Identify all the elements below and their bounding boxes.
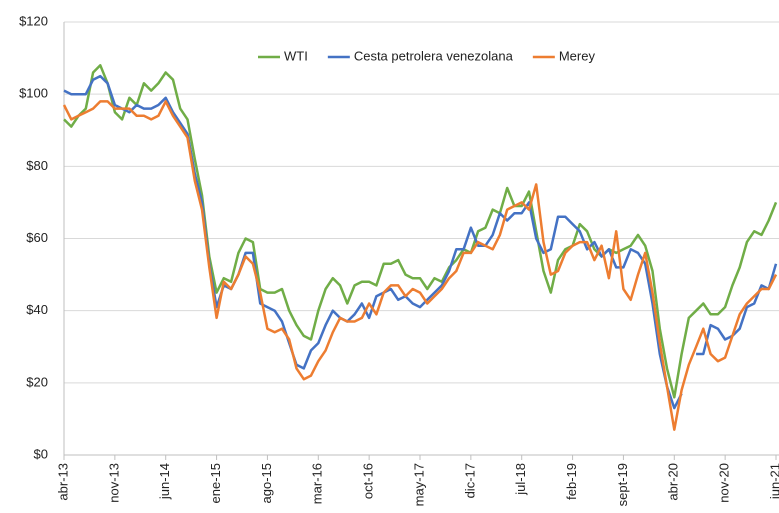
x-tick-label: jun-21 — [767, 463, 779, 500]
x-tick-label: nov-20 — [717, 463, 732, 503]
x-tick-label: abr-13 — [55, 463, 70, 501]
x-tick-label: abr-20 — [666, 463, 681, 501]
x-tick-label: ene-15 — [208, 463, 223, 503]
y-tick-label: $20 — [26, 374, 48, 389]
x-tick-label: nov-13 — [106, 463, 121, 503]
x-tick-label: jul-18 — [513, 463, 528, 496]
y-tick-label: $100 — [19, 86, 48, 101]
x-tick-label: dic-17 — [462, 463, 477, 498]
y-tick-label: $60 — [26, 230, 48, 245]
x-tick-label: may-17 — [411, 463, 426, 506]
legend-label: Cesta petrolera venezolana — [354, 48, 514, 63]
y-tick-label: $0 — [34, 446, 48, 461]
y-tick-label: $80 — [26, 158, 48, 173]
y-tick-label: $40 — [26, 302, 48, 317]
series-line — [63, 64, 778, 399]
x-tick-label: mar-16 — [310, 463, 325, 504]
x-tick-label: feb-19 — [564, 463, 579, 500]
legend-label: WTI — [284, 48, 308, 63]
x-tick-label: oct-16 — [361, 463, 376, 499]
series-line — [63, 74, 778, 410]
legend-label: Merey — [559, 48, 596, 63]
y-tick-label: $120 — [19, 13, 48, 28]
x-tick-label: ago-15 — [259, 463, 274, 503]
x-tick-label: jun-14 — [157, 463, 172, 500]
x-tick-label: sept-19 — [615, 463, 630, 506]
series-line — [62, 100, 778, 431]
